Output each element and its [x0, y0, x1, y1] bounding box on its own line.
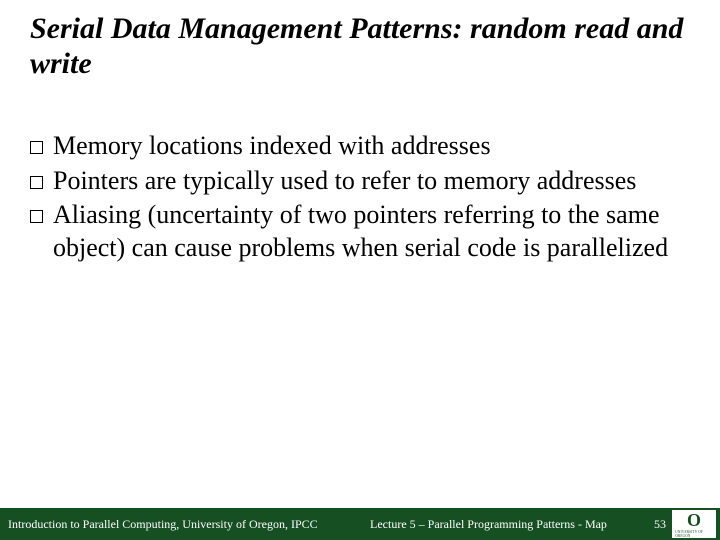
page-number: 53 [654, 517, 666, 532]
square-bullet-icon [30, 176, 43, 189]
bullet-text: Aliasing (uncertainty of two pointers re… [53, 199, 680, 264]
bullet-text: Pointers are typically used to refer to … [53, 165, 636, 198]
logo-subtext: UNIVERSITY OF OREGON [675, 530, 712, 538]
logo-letter: O [687, 511, 701, 529]
slide: Serial Data Management Patterns: random … [0, 0, 720, 540]
list-item: Pointers are typically used to refer to … [30, 165, 680, 198]
list-item: Memory locations indexed with addresses [30, 130, 680, 163]
square-bullet-icon [30, 210, 43, 223]
square-bullet-icon [30, 141, 43, 154]
slide-title: Serial Data Management Patterns: random … [30, 12, 690, 81]
footer-left-text: Introduction to Parallel Computing, Univ… [8, 517, 318, 532]
slide-footer: Introduction to Parallel Computing, Univ… [0, 508, 720, 540]
university-logo: O UNIVERSITY OF OREGON [672, 510, 716, 538]
bullet-text: Memory locations indexed with addresses [53, 130, 491, 163]
bullet-list: Memory locations indexed with addresses … [30, 130, 680, 266]
footer-center-text: Lecture 5 – Parallel Programming Pattern… [370, 517, 607, 532]
list-item: Aliasing (uncertainty of two pointers re… [30, 199, 680, 264]
